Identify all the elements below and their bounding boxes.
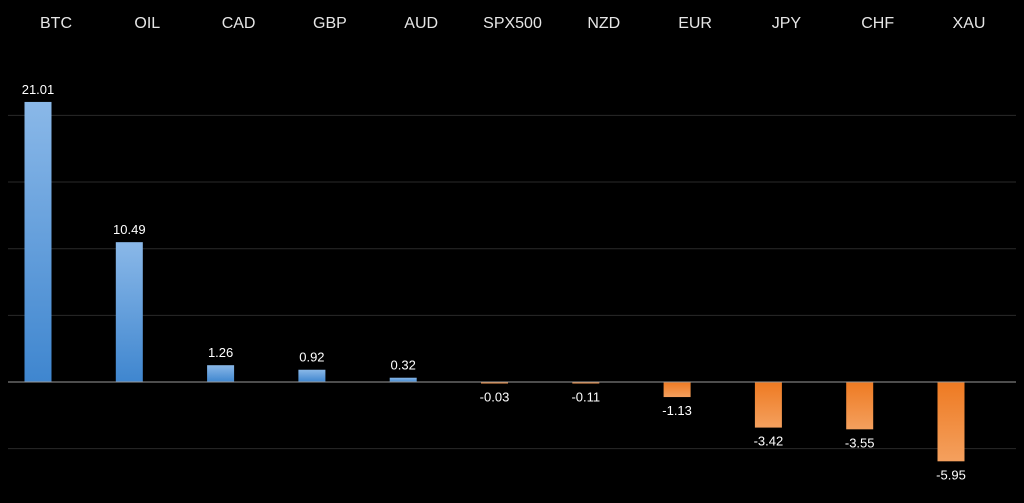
- data-label-oil: 10.49: [113, 222, 146, 237]
- bar-oil: [115, 242, 143, 382]
- data-labels: 21.01 10.49 1.26 0.92 0.32 -0.03 -0.11 -1.13 -3.…: [22, 82, 966, 482]
- category-label-eur: EUR: [678, 15, 712, 32]
- data-label-aud: 0.32: [391, 358, 416, 373]
- category-label-jpy: JPY: [772, 15, 802, 32]
- category-label-xau: XAU: [953, 15, 986, 32]
- bar-xau: [937, 382, 965, 462]
- data-label-xau: -5.95: [936, 467, 966, 482]
- data-label-gbp: 0.92: [299, 350, 324, 365]
- data-label-eur: -1.13: [662, 403, 692, 418]
- bar-spx500: [481, 382, 508, 384]
- data-label-nzd: -0.11: [571, 390, 600, 405]
- data-label-spx500: -0.03: [480, 390, 510, 405]
- data-label-chf: -3.55: [845, 435, 875, 450]
- category-label-chf: CHF: [861, 15, 894, 32]
- category-label-oil: OIL: [134, 15, 160, 32]
- bar-gbp: [298, 369, 326, 382]
- bar-cad: [207, 365, 235, 382]
- gridlines: [8, 114, 1016, 450]
- category-label-nzd: NZD: [587, 15, 620, 32]
- bars: [24, 101, 965, 462]
- bar-jpy: [754, 382, 782, 428]
- bar-chf: [846, 382, 874, 430]
- bar-btc: [24, 101, 52, 382]
- category-label-aud: AUD: [404, 15, 438, 32]
- category-label-btc: BTC: [40, 15, 72, 32]
- data-label-cad: 1.26: [208, 345, 233, 360]
- category-label-spx500: SPX500: [483, 15, 542, 32]
- category-label-gbp: GBP: [313, 15, 347, 32]
- bar-eur: [663, 382, 691, 398]
- bar-aud: [389, 377, 417, 382]
- bar-nzd: [572, 382, 600, 384]
- data-label-btc: 21.01: [22, 82, 55, 97]
- category-label-cad: CAD: [222, 15, 256, 32]
- data-label-jpy: -3.42: [754, 434, 784, 449]
- category-labels: BTC OIL CAD GBP AUD SPX500 NZD EUR JPY CHF XAU: [40, 15, 985, 32]
